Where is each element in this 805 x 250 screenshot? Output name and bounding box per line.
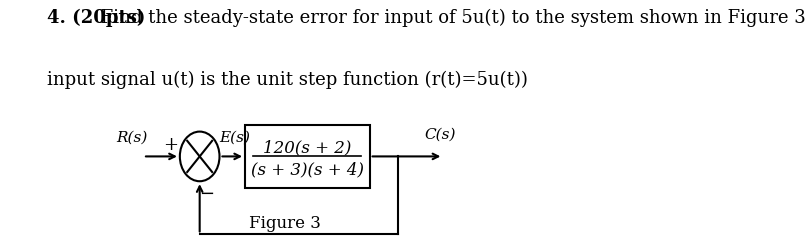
- Text: input signal u(t) is the unit step function (r(t)=5u(t)): input signal u(t) is the unit step funct…: [47, 70, 527, 89]
- Text: E(s): E(s): [219, 130, 250, 144]
- Text: Figure 3: Figure 3: [249, 214, 320, 231]
- Text: −: −: [199, 184, 214, 202]
- Text: R(s): R(s): [116, 130, 147, 144]
- Text: Find the steady-state error for input of 5u(t) to the system shown in Figure 3. : Find the steady-state error for input of…: [95, 9, 805, 27]
- Text: 4. (20pts): 4. (20pts): [47, 9, 145, 27]
- Text: (s + 3)(s + 4): (s + 3)(s + 4): [251, 161, 364, 178]
- Text: +: +: [163, 135, 178, 153]
- Bar: [245, 125, 369, 188]
- Text: C(s): C(s): [425, 127, 456, 141]
- Text: 120(s + 2): 120(s + 2): [263, 139, 352, 156]
